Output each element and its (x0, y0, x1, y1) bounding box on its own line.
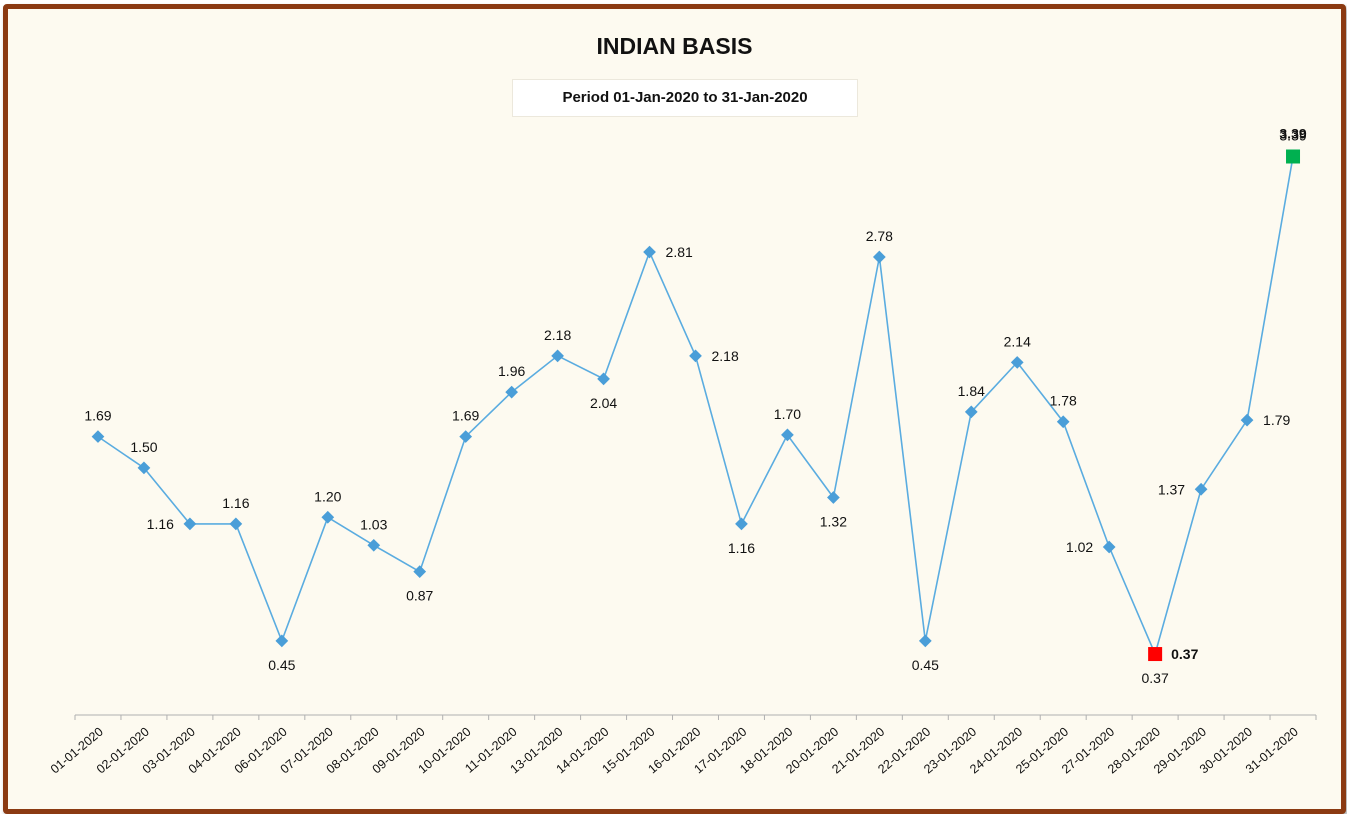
data-point (137, 461, 151, 475)
data-label: 2.81 (666, 244, 693, 260)
min-marker (1148, 647, 1163, 662)
data-label: 1.50 (130, 439, 157, 455)
data-label: 3.39 (1279, 127, 1306, 143)
subtitle-box: Period 01-Jan-2020 to 31-Jan-2020 (512, 79, 858, 117)
data-point (321, 510, 335, 524)
data-label: 1.70 (774, 406, 801, 422)
data-point (229, 517, 243, 531)
data-point (413, 565, 427, 579)
data-point (918, 634, 932, 648)
data-label: 2.18 (712, 348, 739, 364)
data-point (1056, 415, 1070, 429)
data-point (505, 385, 519, 399)
data-point (597, 372, 610, 386)
data-label: 0.87 (406, 588, 433, 604)
chart-frame: INDIAN BASIS Period 01-Jan-2020 to 31-Ja… (3, 4, 1346, 814)
data-label: 2.14 (1004, 333, 1031, 349)
data-label: 0.45 (912, 657, 939, 673)
data-label: 1.78 (1050, 393, 1077, 409)
data-label: 1.32 (820, 514, 847, 530)
data-label: 2.18 (544, 327, 571, 343)
data-label: 1.96 (498, 363, 525, 379)
data-label: 1.16 (222, 495, 249, 511)
data-point (872, 250, 886, 264)
data-point (781, 428, 794, 442)
min-highlight-label: 0.37 (1171, 646, 1198, 662)
data-point (459, 430, 473, 443)
data-label: 1.20 (314, 488, 341, 504)
data-label: 1.79 (1263, 412, 1290, 428)
data-point (275, 634, 289, 648)
data-label: 2.04 (590, 395, 617, 411)
data-label: 0.37 (1142, 670, 1169, 686)
max-marker (1286, 149, 1301, 164)
data-label: 1.16 (728, 540, 755, 556)
data-point (827, 491, 840, 504)
data-label: 1.02 (1066, 539, 1093, 555)
data-point (1102, 540, 1116, 554)
data-point (735, 517, 748, 531)
series-line (97, 156, 1294, 657)
data-label: 1.37 (1158, 481, 1185, 497)
chart-subtitle: Period 01-Jan-2020 to 31-Jan-2020 (562, 89, 808, 106)
data-point (367, 538, 381, 552)
data-label: 1.69 (84, 408, 111, 424)
data-point (643, 245, 656, 259)
data-label: 1.69 (452, 408, 479, 424)
data-label: 1.84 (958, 383, 985, 399)
data-point (1240, 413, 1254, 427)
data-label: 1.03 (360, 516, 387, 532)
chart-title: INDIAN BASIS (596, 33, 753, 59)
data-label: 2.78 (866, 228, 893, 244)
data-label: 1.16 (147, 516, 174, 532)
data-label: 0.45 (268, 657, 295, 673)
data-point (91, 430, 105, 443)
data-point (1194, 482, 1208, 496)
data-point (689, 349, 702, 363)
max-highlight-label: 3.39 (1279, 125, 1306, 141)
